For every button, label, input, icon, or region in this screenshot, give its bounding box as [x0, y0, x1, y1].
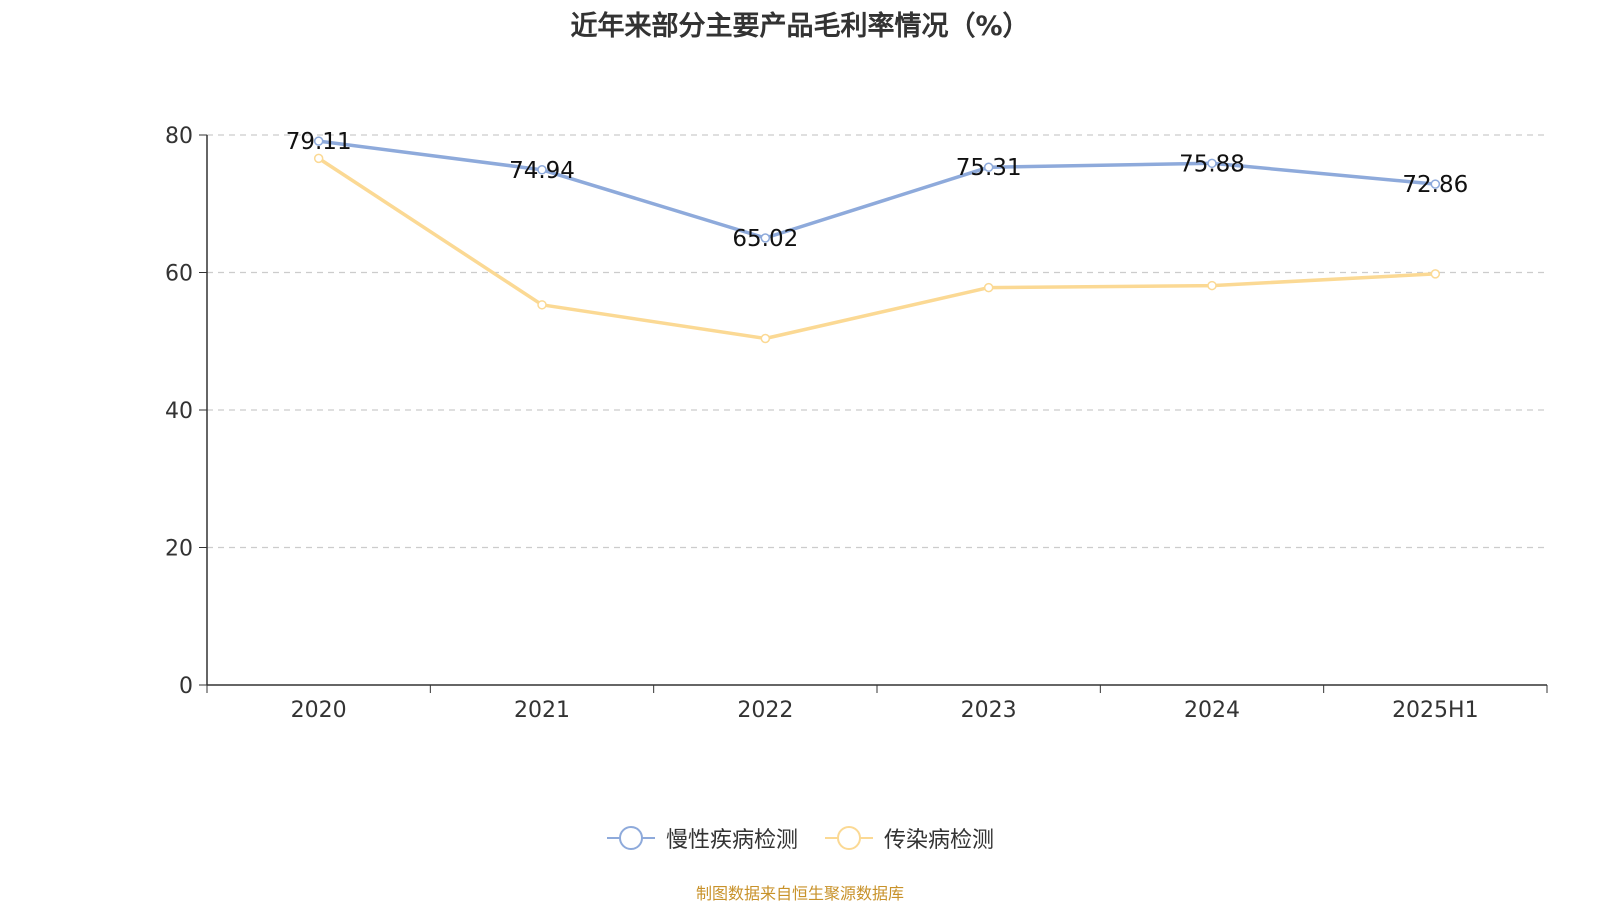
x-tick-label: 2021 — [514, 698, 570, 723]
legend-label: 慢性疾病检测 — [665, 828, 798, 853]
x-tick-label: 2024 — [1184, 698, 1240, 723]
y-tick-label: 0 — [179, 674, 193, 699]
data-point[interactable] — [983, 162, 994, 172]
data-label: 79.11 — [286, 129, 352, 155]
data-label: 75.88 — [1179, 151, 1245, 177]
data-point[interactable] — [760, 333, 771, 344]
data-point[interactable] — [760, 233, 771, 243]
data-point[interactable] — [313, 136, 324, 146]
y-tick-label: 60 — [165, 262, 193, 287]
source-note: 制图数据来自恒生聚源数据库 — [695, 884, 904, 903]
legend-label: 传染病检测 — [884, 828, 995, 853]
x-tick-label: 2022 — [737, 698, 793, 723]
chart-title: 近年来部分主要产品毛利率情况（%） — [570, 11, 1030, 42]
data-label: 74.94 — [509, 158, 575, 184]
data-label: 75.31 — [956, 155, 1022, 181]
series-line-2 — [317, 156, 1436, 341]
y-tick-label: 80 — [165, 124, 193, 149]
legend-line-circle-icon — [825, 826, 873, 850]
data-point[interactable] — [1207, 280, 1217, 291]
data-point[interactable] — [1207, 158, 1217, 169]
data-label: 65.02 — [732, 226, 798, 252]
data-point[interactable] — [1430, 179, 1441, 189]
legend: 慢性疾病检测 传染病检测 — [0, 822, 1600, 854]
x-tick-label: 2023 — [961, 698, 1017, 723]
data-point[interactable] — [313, 153, 324, 164]
series-line-1 — [318, 139, 1436, 240]
x-tick-label: 2025H1 — [1392, 698, 1479, 723]
x-tick-label: 2020 — [291, 698, 347, 723]
data-point[interactable] — [537, 165, 547, 175]
legend-item-infectious[interactable]: 传染病检测 — [824, 822, 994, 854]
legend-item-chronic[interactable]: 慢性疾病检测 — [606, 822, 798, 854]
data-point[interactable] — [1430, 269, 1441, 279]
data-point[interactable] — [983, 282, 994, 293]
y-tick-label: 40 — [165, 399, 193, 424]
legend-line-circle-icon — [606, 826, 655, 850]
data-point[interactable] — [537, 300, 547, 310]
data-label: 72.86 — [1402, 172, 1468, 198]
y-tick-label: 20 — [165, 537, 193, 562]
